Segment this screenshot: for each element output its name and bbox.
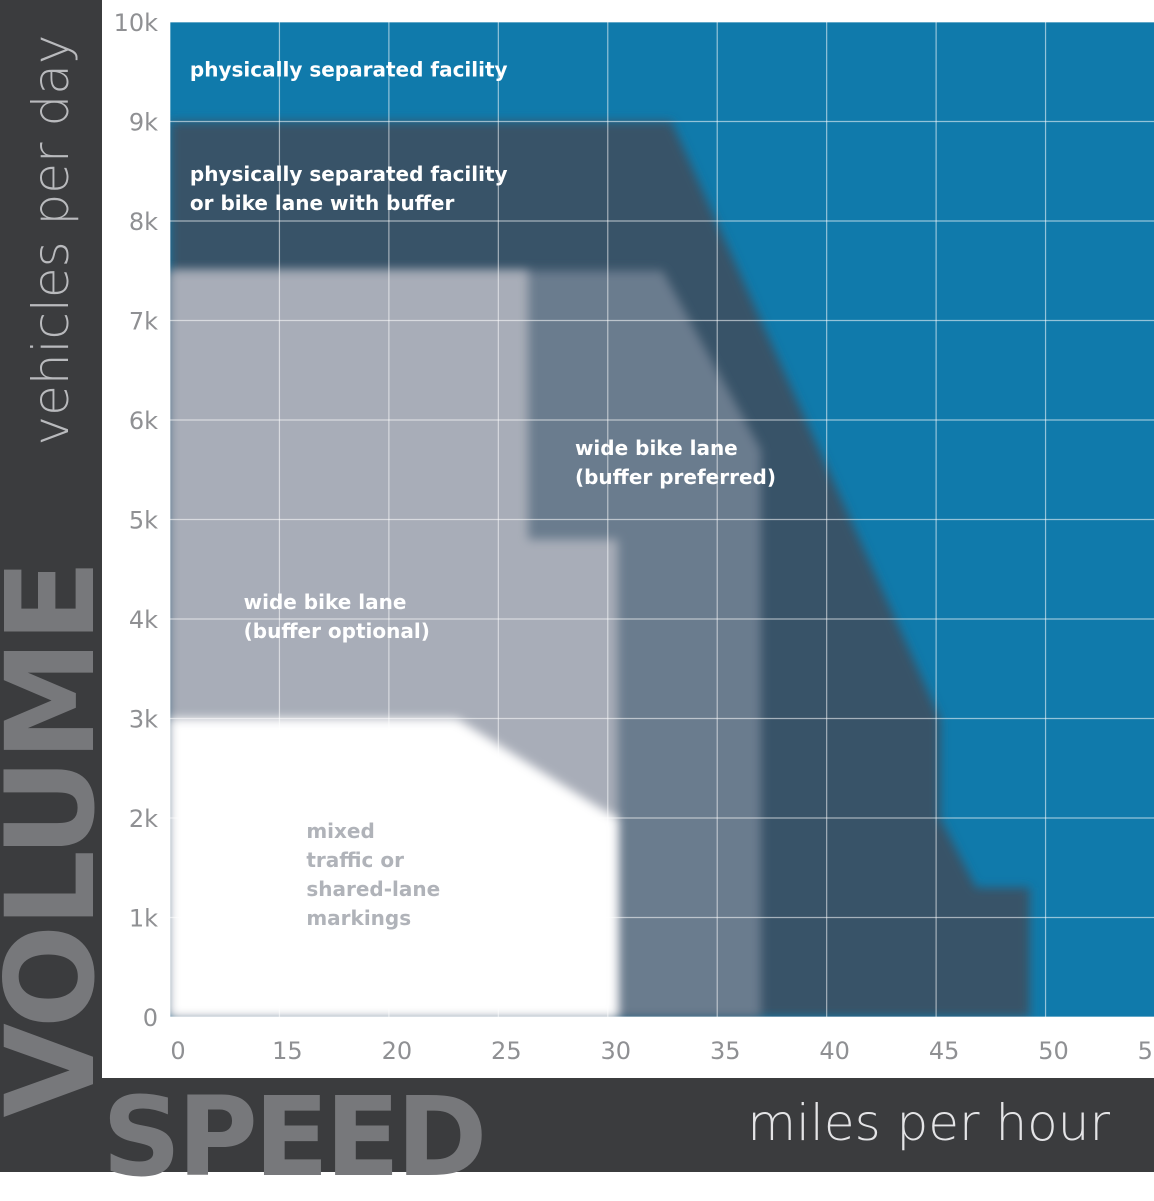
x-axis-panel [0, 1078, 1154, 1172]
x-tick-label: 15 [272, 1037, 303, 1065]
y-tick-label: 5k [129, 507, 158, 535]
x-tick-label: 0 [170, 1037, 185, 1065]
y-tick-label: 3k [129, 706, 158, 734]
x-tick-label: 30 [601, 1037, 632, 1065]
y-tick-label: 10k [114, 9, 159, 37]
y-tick-label: 2k [129, 805, 158, 833]
x-tick-label: 55+ [1138, 1037, 1154, 1065]
zone-label: wide bike lane (buffer preferred) [575, 436, 776, 489]
y-tick-label: 8k [129, 208, 158, 236]
zone-4 [170, 718, 618, 1017]
y-tick-label: 0 [143, 1004, 158, 1032]
y-axis-panel [0, 0, 102, 1172]
x-tick-label: 45 [929, 1037, 960, 1065]
zone-label: physically separated facility or bike lan… [190, 162, 508, 215]
x-tick-label: 25 [491, 1037, 522, 1065]
y-tick-label: 4k [129, 606, 158, 634]
bike-facility-chart: 0 1k 2k 3k 4k 5k 6k 7k 8k 9k 10k 0 15 20 25 30 35 40 45 50… [114, 9, 1154, 1065]
y-tick-label: 1k [129, 905, 158, 933]
x-axis-label: miles per hour [747, 1094, 1110, 1152]
y-tick-label: 9k [129, 109, 158, 137]
zone-label: mixed traffic or shared-lane markings [306, 819, 440, 930]
y-tick-label: 7k [129, 308, 158, 336]
x-tick-label: 20 [382, 1037, 413, 1065]
zone-label: wide bike lane (buffer optional) [244, 590, 430, 643]
zone-label: physically separated facility [190, 58, 508, 82]
x-tick-label: 50 [1038, 1037, 1069, 1065]
x-tick-label: 35 [710, 1037, 741, 1065]
x-tick-label: 40 [819, 1037, 850, 1065]
y-tick-label: 6k [129, 407, 158, 435]
